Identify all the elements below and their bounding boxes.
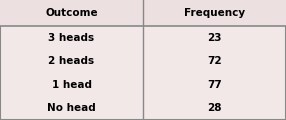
Text: Frequency: Frequency xyxy=(184,8,245,18)
Text: 23: 23 xyxy=(207,33,222,43)
Text: 1 head: 1 head xyxy=(51,80,92,90)
Bar xyxy=(0,0,286,26)
Text: 72: 72 xyxy=(207,57,222,66)
Text: 2 heads: 2 heads xyxy=(48,57,95,66)
Text: No head: No head xyxy=(47,103,96,113)
Text: Outcome: Outcome xyxy=(45,8,98,18)
Text: 77: 77 xyxy=(207,80,222,90)
Text: 3 heads: 3 heads xyxy=(48,33,95,43)
Text: 28: 28 xyxy=(207,103,222,113)
